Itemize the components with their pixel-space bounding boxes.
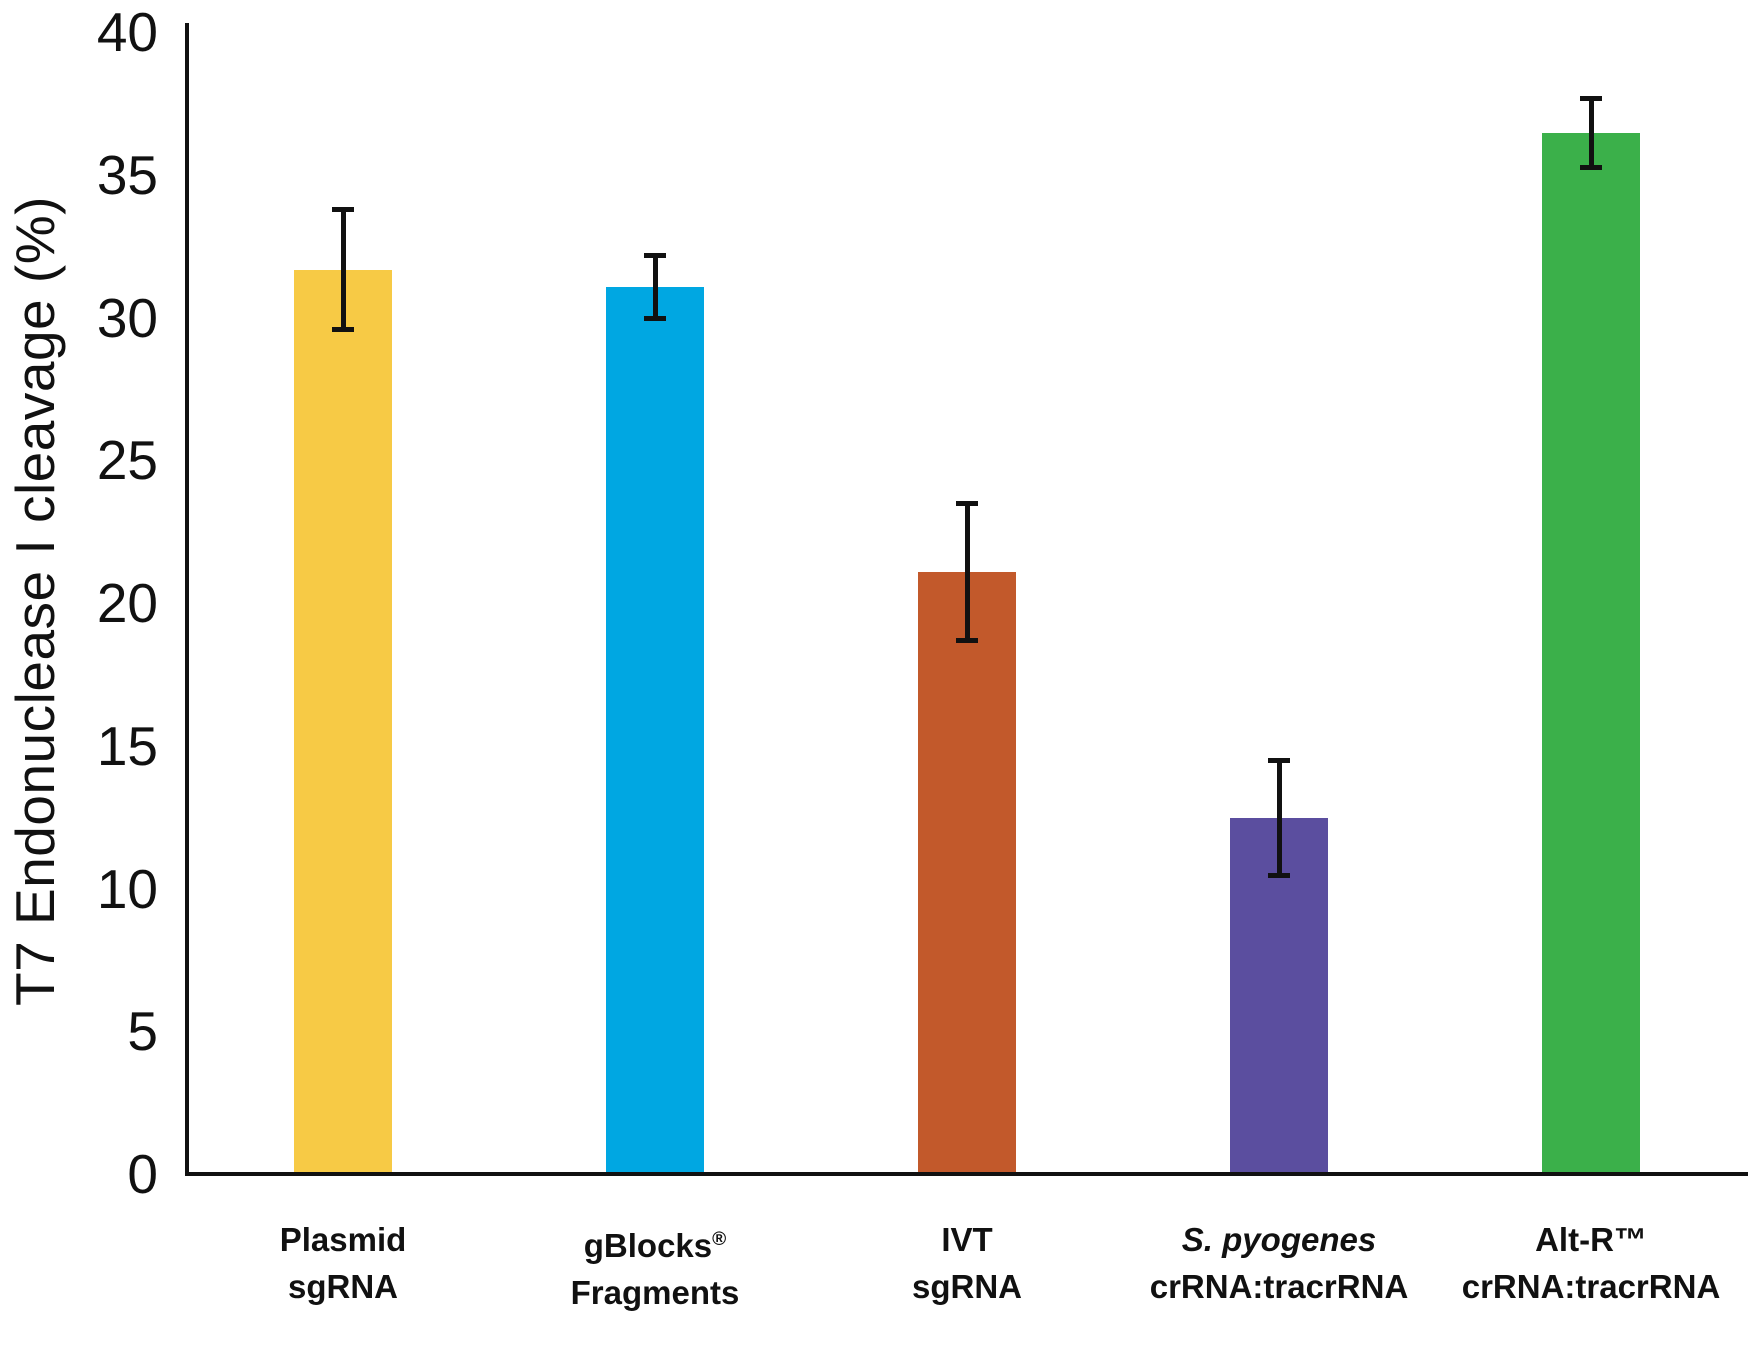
category-label-ivt-sgrna: IVT sgRNA (797, 1216, 1137, 1310)
error-bar-cap-top (1580, 96, 1602, 102)
category-label-s-pyogenes-crrna-tracrrna: S. pyogenes crRNA:tracrRNA (1109, 1216, 1449, 1310)
error-bar-cap-bottom (1580, 164, 1602, 170)
y-tick-label: 40 (96, 1, 158, 63)
category-label-line1: S. pyogenes (1181, 1221, 1377, 1258)
error-bar-line (964, 503, 970, 641)
y-tick-label: 35 (96, 143, 158, 206)
error-bar-line (652, 255, 658, 319)
error-bar-cap-top (332, 207, 354, 213)
category-label-line2: sgRNA (911, 1268, 1022, 1305)
bar-plasmid-sgrna (294, 269, 392, 1172)
category-label-plasmid-sgrna: Plasmid sgRNA (173, 1216, 513, 1310)
registered-mark: ® (712, 1229, 727, 1250)
bar-ivt-sgrna (918, 572, 1016, 1172)
y-tick-label: 20 (96, 572, 158, 634)
error-bar-line (1276, 760, 1282, 876)
category-label-line2: sgRNA (287, 1268, 398, 1305)
y-axis-line (185, 23, 189, 1176)
error-bar-cap-bottom (956, 638, 978, 644)
category-label-alt-r-crrna-tracrrna: Alt-R™ crRNA:tracrRNA (1421, 1216, 1748, 1310)
x-axis-line (185, 1172, 1748, 1176)
category-label-line1: gBlocks® (583, 1227, 727, 1264)
bar-gblocks-fragments (606, 286, 704, 1172)
category-label-line2: Fragments (570, 1274, 740, 1311)
error-bar-cap-top (644, 253, 666, 259)
category-label-line1: Alt-R™ (1535, 1221, 1647, 1258)
error-bar-cap-bottom (332, 327, 354, 333)
category-label-line2: crRNA:tracrRNA (1149, 1268, 1409, 1305)
category-label-line1: Plasmid (279, 1221, 407, 1258)
y-tick-label: 30 (96, 286, 158, 349)
y-tick-label: 5 (127, 1000, 158, 1063)
error-bar-cap-top (956, 501, 978, 507)
y-tick-label: 25 (96, 429, 158, 492)
error-bar-line (1588, 98, 1594, 168)
category-label-line2: crRNA:tracrRNA (1461, 1268, 1721, 1305)
error-bar-cap-bottom (1268, 872, 1290, 878)
y-tick-label: 0 (127, 1143, 158, 1205)
category-label-gblocks-fragments: gBlocks® Fragments (485, 1216, 825, 1316)
y-tick-label: 10 (96, 857, 158, 920)
bar-alt-r-crrna-tracrrna (1542, 132, 1640, 1172)
category-label-line1: IVT (941, 1221, 993, 1258)
error-bar-cap-bottom (644, 315, 666, 321)
y-tick-label: 15 (96, 714, 158, 777)
error-bar-line (340, 209, 346, 330)
error-bar-cap-top (1268, 758, 1290, 764)
